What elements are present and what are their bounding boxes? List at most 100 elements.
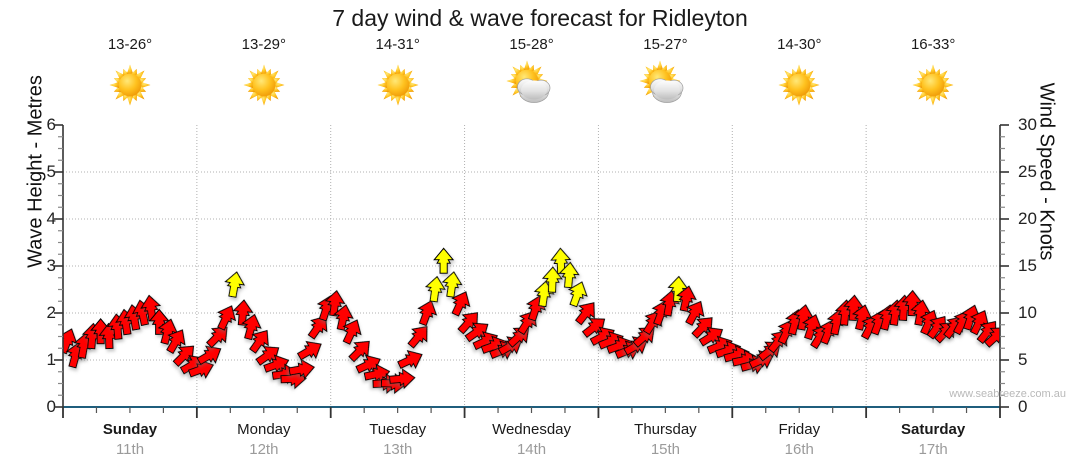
wind-direction-arrow [417,300,438,327]
day-of-month: 12th [249,441,279,458]
day-header-sunday: 13-26° [63,36,197,111]
wind-direction-arrow [324,289,346,317]
wind-direction-arrow [910,299,932,327]
temperature-range: 15-27° [643,36,688,53]
temperature-range: 14-31° [375,36,420,53]
wind-direction-arrow [558,261,580,289]
day-of-month: 17th [918,441,948,458]
wind-direction-arrow [397,350,423,370]
day-of-month: 11th [115,441,145,458]
left-tick-label: 0 [46,397,56,416]
wind-direction-arrow [148,308,170,335]
wind-direction-arrow [224,271,246,298]
left-tick-label: 6 [46,115,56,134]
x-label-saturday: Saturday 17th [866,420,1000,460]
right-tick-label: 10 [1018,303,1037,322]
day-header-monday: 13-29° [197,36,331,111]
wind-arrow-series [63,247,1000,395]
sun-icon [732,59,866,111]
day-header-tuesday: 14-31° [331,36,465,111]
day-of-month: 16th [784,441,814,458]
wind-direction-arrow [348,340,370,363]
wind-direction-arrow [407,325,428,349]
wind-direction-arrow [433,247,455,274]
wind-direction-arrow [851,304,873,331]
wind-direction-arrow [232,299,254,326]
wind-direction-arrow [685,300,705,326]
wind-direction-arrow [307,315,328,340]
x-label-friday: Friday 16th [732,420,866,460]
wind-direction-arrow [296,340,322,361]
wind-direction-arrow [451,291,471,317]
day-of-week: Sunday [102,421,158,438]
sun-icon [63,59,197,111]
day-header-wednesday: 15-28° [465,36,599,111]
day-of-week: Friday [778,421,821,438]
wind-direction-arrow [389,368,416,390]
x-label-thursday: Thursday 15th [598,420,732,460]
left-tick-label: 3 [46,256,56,275]
day-of-week: Wednesday [492,421,572,438]
page-title: 7 day wind & wave forecast for Ridleyton [332,5,748,31]
x-label-tuesday: Tuesday 13th [331,420,465,460]
forecast-plot-area [63,125,1000,407]
wind-direction-arrow [157,318,179,345]
wind-direction-arrow [676,285,697,312]
wind-direction-arrow [249,329,269,354]
day-of-week: Monday [237,421,291,438]
right-tick-label: 25 [1018,162,1037,181]
wind-direction-arrow [342,319,362,345]
x-label-sunday: Sunday 11th [63,420,197,460]
wind-direction-arrow [216,305,237,331]
wind-direction-arrow [667,275,689,303]
wind-direction-arrow [441,271,463,298]
day-header-thursday: 15-27° [598,36,732,111]
day-of-month: 14th [516,441,547,458]
wind-direction-arrow [166,329,186,355]
day-header-friday: 14-30° [732,36,866,111]
right-tick-label: 20 [1018,209,1037,228]
wind-direction-arrow [793,304,814,331]
temperature-range: 13-26° [107,36,153,53]
day-header-saturday: 16-33° [866,36,1000,111]
sun-cloud-icon [465,59,599,111]
day-of-week: Saturday [901,421,966,438]
wind-direction-arrow [843,294,865,322]
wind-direction-arrow [983,327,1000,348]
right-tick-label: 30 [1018,115,1037,134]
wind-direction-arrow [196,345,222,366]
right-tick-label: 0 [1018,397,1028,416]
day-of-month: 15th [650,441,681,458]
temperature-range: 16-33° [910,36,956,53]
wind-direction-arrow [574,302,595,326]
wind-direction-arrow [424,275,446,303]
sun-icon [866,59,1000,111]
sun-icon [197,59,331,111]
wind-direction-arrow [567,281,588,308]
sun-icon [331,59,465,111]
wind-direction-arrow [206,326,228,349]
x-label-wednesday: Wednesday 14th [465,420,599,460]
wind-direction-arrow [969,310,990,336]
wind-direction-arrow [691,317,713,339]
temperature-range: 14-30° [777,36,822,53]
wind-direction-arrow [241,313,262,341]
day-of-week: Tuesday [369,421,427,438]
wind-direction-arrow [172,345,195,368]
wind-direction-arrow [581,318,606,339]
left-tick-label: 5 [46,162,56,181]
left-tick-label: 1 [46,350,56,369]
wind-direction-arrow [464,322,489,343]
right-tick-label: 15 [1018,256,1037,275]
left-tick-label: 4 [46,209,56,228]
x-label-monday: Monday 12th [197,420,331,460]
wind-direction-arrow [802,313,823,341]
right-tick-label: 5 [1018,350,1028,369]
wind-direction-arrow [288,358,316,380]
watermark: www.seabreeze.com.au [949,388,1066,400]
wind-direction-arrow [901,289,923,317]
day-of-week: Thursday [634,421,697,438]
left-tick-label: 2 [46,303,56,322]
sun-cloud-icon [598,59,732,111]
